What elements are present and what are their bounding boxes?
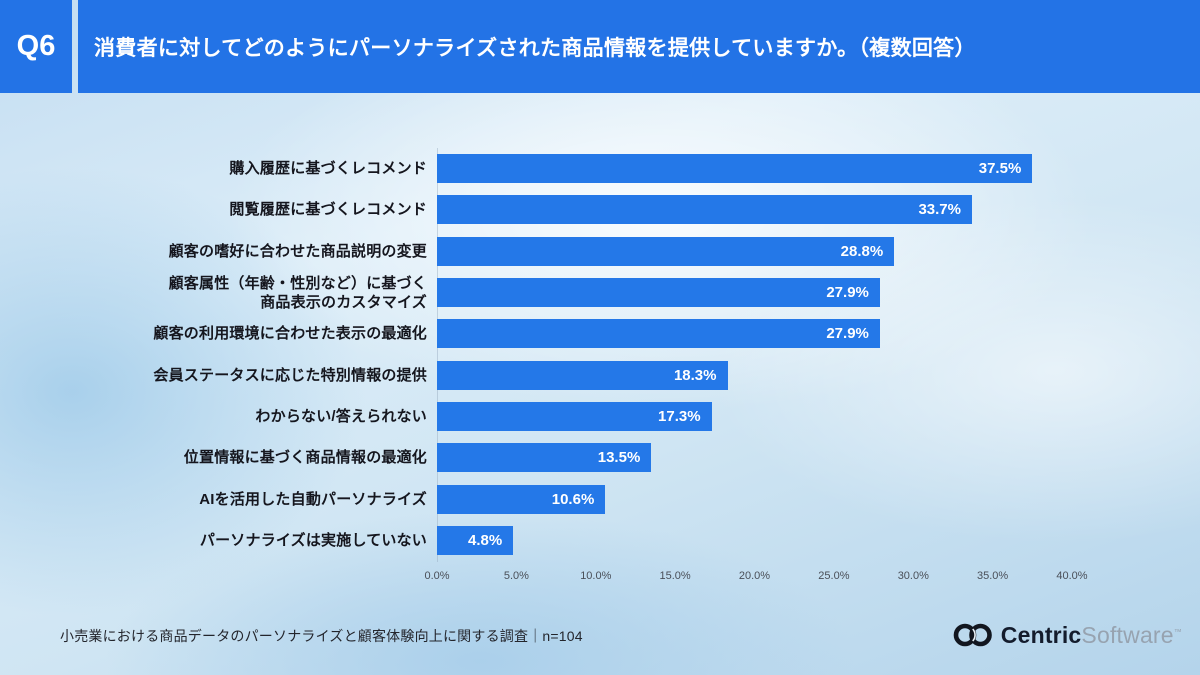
x-tick-label: 5.0% (503, 570, 529, 582)
bar-track: 18.3% (437, 360, 1100, 390)
bar-row: わからない/答えられない 17.3% (0, 396, 1100, 437)
bar: 27.9% (437, 278, 880, 308)
bar-row: 閲覧履歴に基づくレコメンド 33.7% (0, 189, 1100, 230)
bar: 17.3% (437, 401, 712, 431)
bar-chart: 購入履歴に基づくレコメンド 37.5% 閲覧履歴に基づくレコメンド 33.7% 顧客の嗜… (0, 148, 1100, 561)
bar-row: 顧客の利用環境に合わせた表示の最適化 27.9% (0, 313, 1100, 354)
bar: 4.8% (437, 525, 514, 555)
x-tick-label: 25.0% (818, 570, 850, 582)
source-note: 小売業における商品データのパーソナライズと顧客体験向上に関する調査｜n=104 (60, 628, 583, 644)
category-label: 顧客属性（年齢・性別など）に基づく 商品表示のカスタマイズ (168, 274, 427, 311)
brand-name-primary: Centric (1000, 621, 1082, 648)
brand-logo: CentricSoftware™ (952, 621, 1182, 649)
trademark-symbol: ™ (1173, 626, 1182, 636)
bar-value-label: 4.8% (467, 531, 503, 549)
category-label: わからない/答えられない (255, 407, 427, 425)
category-label: AIを活用した自動パーソナライズ (199, 490, 427, 508)
bar: 28.8% (437, 236, 895, 266)
y-axis-line (437, 148, 438, 562)
x-tick-label: 0.0% (424, 570, 450, 582)
x-tick-label: 40.0% (1056, 570, 1088, 582)
bar-track: 4.8% (437, 525, 1100, 555)
question-number-badge: Q6 (0, 0, 72, 93)
bar-track: 13.5% (437, 443, 1100, 473)
category-label: パーソナライズは実施していない (199, 531, 427, 549)
bar-row: 会員ステータスに応じた特別情報の提供 18.3% (0, 354, 1100, 395)
bar-track: 37.5% (437, 154, 1100, 184)
bar: 13.5% (437, 443, 652, 473)
category-label: 顧客の嗜好に合わせた商品説明の変更 (168, 242, 427, 260)
bar: 33.7% (437, 195, 972, 225)
category-label: 顧客の利用環境に合わせた表示の最適化 (153, 325, 427, 343)
bar-rows: 購入履歴に基づくレコメンド 37.5% 閲覧履歴に基づくレコメンド 33.7% 顧客の嗜… (0, 148, 1100, 561)
bar-value-label: 10.6% (551, 490, 595, 508)
bar: 37.5% (437, 154, 1033, 184)
page-title: 消費者に対してどのようにパーソナライズされた商品情報を提供していますか。（複数回… (78, 0, 1200, 93)
header: Q6 消費者に対してどのようにパーソナライズされた商品情報を提供していますか。（… (0, 0, 1200, 93)
category-label: 閲覧履歴に基づくレコメンド (229, 201, 427, 219)
x-tick-label: 20.0% (738, 570, 771, 582)
x-tick-label: 35.0% (976, 570, 1009, 582)
category-label: 会員ステータスに応じた特別情報の提供 (153, 366, 427, 384)
bar-track: 28.8% (437, 236, 1100, 266)
bar-value-label: 17.3% (658, 407, 701, 425)
bar-row: 顧客の嗜好に合わせた商品説明の変更 28.8% (0, 231, 1100, 272)
bar-track: 27.9% (437, 278, 1100, 308)
bar-track: 10.6% (437, 484, 1100, 514)
bar-value-label: 28.8% (840, 242, 884, 260)
bar-row: AIを活用した自動パーソナライズ 10.6% (0, 478, 1100, 519)
brand-name: CentricSoftware™ (1001, 622, 1182, 649)
category-label: 購入履歴に基づくレコメンド (229, 160, 427, 178)
bar-track: 17.3% (437, 401, 1100, 431)
bar-row: 位置情報に基づく商品情報の最適化 13.5% (0, 437, 1100, 478)
bar-row: 顧客属性（年齢・性別など）に基づく 商品表示のカスタマイズ 27.9% (0, 272, 1100, 313)
bar-value-label: 13.5% (597, 449, 641, 467)
bar-track: 33.7% (437, 195, 1100, 225)
bar: 10.6% (437, 484, 606, 514)
centric-rings-icon (952, 621, 994, 649)
category-label: 位置情報に基づく商品情報の最適化 (183, 449, 427, 467)
bar-value-label: 27.9% (826, 325, 869, 343)
bar-value-label: 33.7% (918, 201, 961, 219)
bar-row: 購入履歴に基づくレコメンド 37.5% (0, 148, 1100, 189)
bar-value-label: 18.3% (673, 366, 717, 384)
bar: 18.3% (437, 360, 728, 390)
bar-value-label: 27.9% (826, 284, 869, 302)
x-tick-label: 30.0% (897, 570, 929, 582)
bar-row: パーソナライズは実施していない 4.8% (0, 520, 1100, 561)
bar-value-label: 37.5% (978, 160, 1022, 178)
x-tick-label: 15.0% (659, 570, 691, 582)
brand-name-secondary: Software (1081, 621, 1174, 648)
bar-track: 27.9% (437, 319, 1100, 349)
x-tick-label: 10.0% (580, 570, 612, 582)
bar: 27.9% (437, 319, 880, 349)
